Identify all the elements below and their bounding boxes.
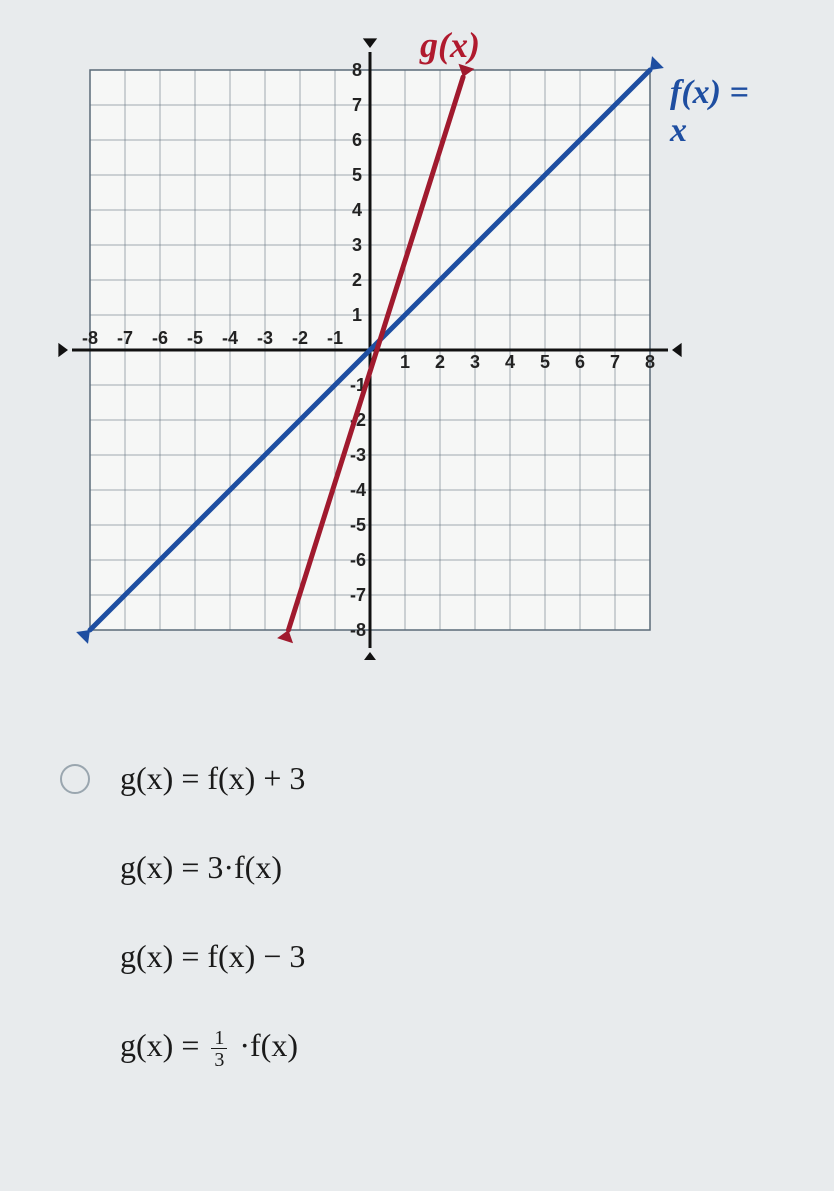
- svg-text:-4: -4: [222, 328, 238, 348]
- f-label: f(x) = x: [670, 74, 750, 150]
- svg-text:1: 1: [400, 352, 410, 372]
- svg-text:5: 5: [540, 352, 550, 372]
- svg-text:-4: -4: [350, 480, 366, 500]
- svg-text:-8: -8: [350, 620, 366, 640]
- svg-text:1: 1: [352, 305, 362, 325]
- svg-text:-8: -8: [82, 328, 98, 348]
- svg-text:3: 3: [470, 352, 480, 372]
- svg-text:7: 7: [352, 95, 362, 115]
- svg-text:6: 6: [575, 352, 585, 372]
- option-c[interactable]: g(x) = f(x) − 3: [60, 938, 814, 975]
- svg-text:4: 4: [505, 352, 515, 372]
- g-label: g(x): [420, 24, 480, 66]
- svg-text:-5: -5: [350, 515, 366, 535]
- svg-text:3: 3: [352, 235, 362, 255]
- svg-text:-7: -7: [350, 585, 366, 605]
- svg-text:8: 8: [645, 352, 655, 372]
- svg-text:2: 2: [435, 352, 445, 372]
- option-b-text: g(x) = 3·f(x): [120, 849, 282, 886]
- svg-text:-6: -6: [350, 550, 366, 570]
- function-graph: -8-7-6-5-4-3-2-112345678-8-7-6-5-4-3-2-1…: [50, 20, 750, 660]
- option-a-text: g(x) = f(x) + 3: [120, 760, 305, 797]
- svg-text:7: 7: [610, 352, 620, 372]
- svg-text:-5: -5: [187, 328, 203, 348]
- svg-text:-7: -7: [117, 328, 133, 348]
- svg-text:6: 6: [352, 130, 362, 150]
- option-a[interactable]: g(x) = f(x) + 3: [60, 760, 814, 797]
- svg-text:-6: -6: [152, 328, 168, 348]
- option-d-text: g(x) = 13 ·f(x): [120, 1027, 298, 1070]
- svg-text:5: 5: [352, 165, 362, 185]
- svg-text:8: 8: [352, 60, 362, 80]
- option-d[interactable]: g(x) = 13 ·f(x): [60, 1027, 814, 1070]
- svg-text:2: 2: [352, 270, 362, 290]
- svg-text:-1: -1: [327, 328, 343, 348]
- answer-options: g(x) = f(x) + 3 g(x) = 3·f(x) g(x) = f(x…: [60, 760, 814, 1070]
- radio-a[interactable]: [60, 764, 90, 794]
- svg-text:-3: -3: [257, 328, 273, 348]
- svg-text:-3: -3: [350, 445, 366, 465]
- svg-text:4: 4: [352, 200, 362, 220]
- svg-text:-2: -2: [292, 328, 308, 348]
- option-b[interactable]: g(x) = 3·f(x): [60, 849, 814, 886]
- graph-svg: -8-7-6-5-4-3-2-112345678-8-7-6-5-4-3-2-1…: [50, 20, 750, 660]
- option-c-text: g(x) = f(x) − 3: [120, 938, 305, 975]
